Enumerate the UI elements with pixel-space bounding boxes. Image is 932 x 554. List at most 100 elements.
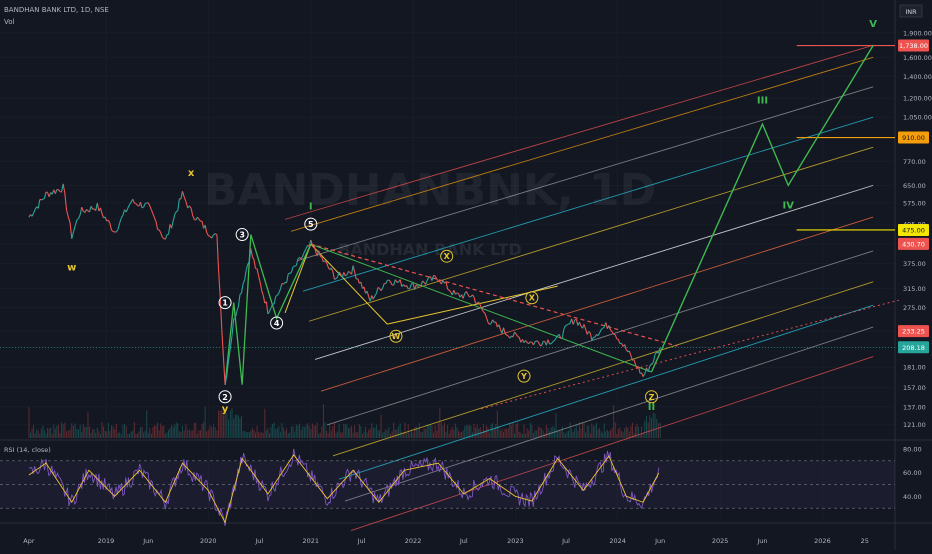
volume-bar [185,424,186,438]
volume-bar [170,428,171,438]
x-tick-label: Jun [756,537,767,545]
wave-label: 3 [239,231,245,240]
volume-bar [623,432,624,438]
volume-bar [433,433,434,438]
volume-bar [176,422,177,438]
volume-bar [198,430,199,438]
volume-bar [157,423,158,438]
volume-bar [401,431,402,438]
volume-bar [417,429,418,438]
volume-bar [488,428,489,438]
volume-bar [197,434,198,438]
volume-bar [566,431,567,438]
volume-bar [644,421,645,438]
volume-bar [503,432,504,438]
x-tick-label: Jun [654,537,665,545]
volume-bar [47,428,48,438]
x-tick-label: 2020 [200,537,217,545]
price-segment [142,207,144,208]
volume-bar [228,419,229,438]
volume-bar [340,432,341,438]
volume-bar [318,434,319,438]
price-tag-label: 1,738.00 [899,42,928,50]
volume-bar [562,427,563,438]
volume-bar [523,425,524,438]
volume-bar [557,431,558,438]
volume-bar [305,425,306,438]
volume-bar [571,429,572,438]
volume-bar [160,423,161,438]
price-tag-label: 910.00 [902,134,925,142]
volume-bar [121,434,122,438]
volume-bar [206,431,207,438]
volume-label: Vol [4,18,15,26]
volume-bar [492,423,493,438]
volume-bar [220,411,221,438]
price-segment [438,281,440,282]
volume-bar [345,424,346,438]
volume-bar [500,431,501,438]
volume-bar [28,407,29,438]
volume-bar [44,430,45,438]
volume-bar [601,431,602,438]
volume-bar [275,429,276,438]
volume-bar [398,426,399,438]
volume-bar [68,430,69,438]
wave-label: y [222,404,229,415]
volume-bar [91,433,92,438]
price-tag-label: 233.25 [902,328,925,336]
price-segment [234,318,236,319]
y-tick-label: 181.00 [903,364,926,372]
x-tick-label: Jul [459,537,468,545]
volume-bar [76,429,77,438]
volume-bar [527,428,528,438]
volume-bar [584,423,585,438]
y-tick-label: 1,400.00 [903,73,932,81]
x-tick-label: Jul [561,537,570,545]
volume-bar [226,413,227,438]
volume-bar [453,430,454,438]
volume-bar [66,431,67,438]
volume-bar [533,433,534,438]
volume-bar [241,416,242,438]
volume-bar [587,425,588,438]
volume-bar [491,425,492,438]
volume-bar [577,431,578,438]
volume-bar [179,431,180,438]
volume-bar [184,430,185,438]
volume-bar [649,415,650,438]
y-tick-label: 1,050.00 [903,114,932,122]
volume-bar [447,425,448,438]
volume-bar [301,430,302,438]
volume-bar [619,427,620,438]
volume-bar [261,432,262,438]
volume-bar [142,427,143,438]
rsi-y-tick: 60.00 [903,469,922,477]
volume-bar [291,426,292,438]
volume-bar [100,434,101,438]
volume-bar [508,428,509,438]
x-tick-label: 25 [861,537,869,545]
volume-bar [414,427,415,438]
volume-bar [616,434,617,438]
volume-bar [174,425,175,438]
volume-bar [49,429,50,438]
volume-bar [87,412,88,438]
volume-bar [374,428,375,438]
volume-bar [343,424,344,438]
volume-bar [143,433,144,438]
volume-bar [108,423,109,438]
volume-bar [607,430,608,438]
volume-bar [216,430,217,438]
volume-bar [498,427,499,438]
volume-bar [573,432,574,438]
volume-bar [32,429,33,438]
volume-bar [236,415,237,438]
volume-bar [320,433,321,438]
volume-bar [464,426,465,438]
volume-bar [321,426,322,438]
x-tick-label: 2019 [98,537,115,545]
volume-bar [483,424,484,438]
volume-bar [239,418,240,438]
